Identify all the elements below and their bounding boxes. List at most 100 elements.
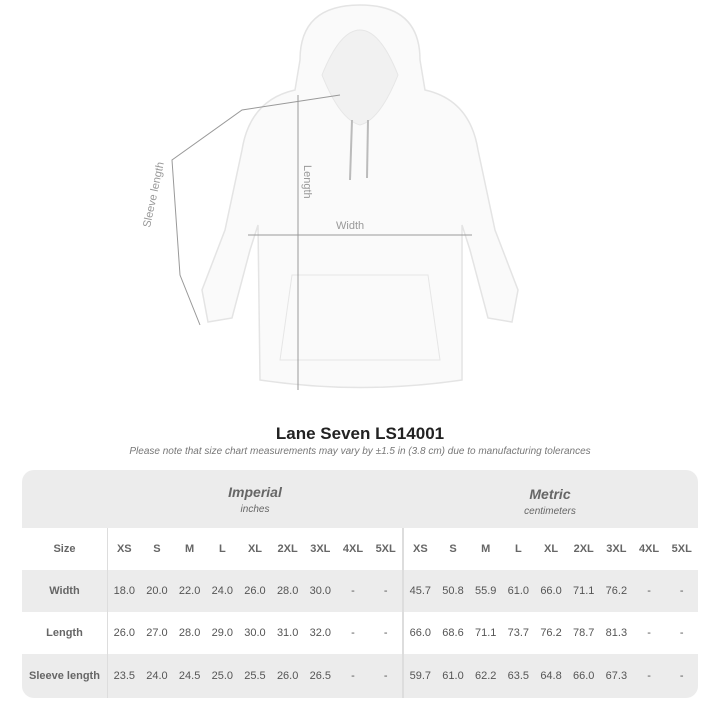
table-cell: - xyxy=(383,627,388,639)
table-cell: 31.0 xyxy=(276,627,299,639)
table-cell: 71.1 xyxy=(572,585,595,597)
size-table: Imperial inches Metric centimeters Size X… xyxy=(22,470,698,698)
table-row: Length 26.0 27.0 28.0 29.0 30.0 31.0 32.0 - - 66.0… xyxy=(22,612,698,654)
size-header-cell: 3XL xyxy=(606,543,627,555)
table-cell: - xyxy=(351,585,355,597)
metric-title: Metric xyxy=(529,486,571,502)
length-label: Length xyxy=(301,165,313,199)
column-divider xyxy=(402,570,404,612)
size-header-cell: 5XL xyxy=(375,543,396,555)
table-cell: - xyxy=(351,627,355,639)
size-header-cell: 2XL xyxy=(573,543,594,555)
size-header-cell: 5XL xyxy=(671,543,692,555)
size-header-cell: S xyxy=(449,543,457,555)
hoodie-diagram: Length Width Sleeve length xyxy=(141,4,519,390)
table-header-band: Imperial inches Metric centimeters xyxy=(22,470,698,528)
table-cell: 24.5 xyxy=(178,670,201,682)
table-cell: 24.0 xyxy=(146,670,168,682)
column-divider xyxy=(402,528,404,570)
table-row: Sleeve length 23.5 24.0 24.5 25.0 25.5 26.0 26.… xyxy=(22,654,698,698)
table-cell: 26.0 xyxy=(113,627,135,639)
table-cell: 68.6 xyxy=(442,627,464,639)
table-row: Width 18.0 20.0 22.0 24.0 26.0 28.0 30.0 - - 45.7 5… xyxy=(22,570,698,612)
sleeve-label: Sleeve length xyxy=(141,161,167,229)
column-divider xyxy=(402,654,404,698)
imperial-group: Imperial inches xyxy=(108,484,402,515)
table-cell: 30.0 xyxy=(244,627,266,639)
table-cell: 55.9 xyxy=(474,585,497,597)
size-header-cell: XL xyxy=(543,543,559,555)
imperial-unit: inches xyxy=(240,504,270,515)
imperial-title: Imperial xyxy=(228,484,282,500)
table-cell: 81.3 xyxy=(605,627,628,639)
table-cell: 66.0 xyxy=(409,627,432,639)
table-cell: 64.8 xyxy=(540,670,562,682)
metric-group: Metric centimeters xyxy=(402,486,698,517)
size-header-cell: XL xyxy=(247,543,262,555)
table-cell: - xyxy=(647,627,651,639)
table-cell: 67.3 xyxy=(605,670,628,682)
hoodie-body xyxy=(201,4,519,389)
table-cell: - xyxy=(679,670,684,682)
table-cell: 23.5 xyxy=(113,670,135,682)
table-cell: 76.2 xyxy=(540,627,562,639)
drawstring-left xyxy=(349,119,353,181)
table-cell: 30.0 xyxy=(309,585,332,597)
table-cell: 61.0 xyxy=(507,585,530,597)
table-cell: 29.0 xyxy=(211,627,234,639)
table-cell: 50.8 xyxy=(442,585,464,597)
size-header-cell: L xyxy=(218,543,226,555)
row-label: Size xyxy=(22,528,108,570)
table-cell: 25.0 xyxy=(211,670,234,682)
table-cell: 20.0 xyxy=(146,585,168,597)
size-header-cell: XS xyxy=(412,543,428,555)
table-cell: - xyxy=(647,585,651,597)
size-header-cell: 3XL xyxy=(310,543,331,555)
table-cell: 59.7 xyxy=(409,670,432,682)
table-cell: - xyxy=(383,670,388,682)
table-cell: 61.0 xyxy=(442,670,464,682)
row-label: Sleeve length xyxy=(22,654,108,698)
column-divider xyxy=(402,612,404,654)
metric-unit: centimeters xyxy=(524,506,576,517)
size-header-cell: L xyxy=(514,543,522,555)
table-cell: - xyxy=(351,670,355,682)
table-cell: 26.5 xyxy=(309,670,332,682)
table-cell: - xyxy=(679,627,684,639)
tolerance-note: Please note that size chart measurements… xyxy=(129,446,591,457)
chart-title: Lane Seven LS14001 xyxy=(275,424,445,443)
table-cell: 27.0 xyxy=(146,627,168,639)
size-header-cell: 4XL xyxy=(638,543,660,555)
size-header-cell: 2XL xyxy=(277,543,298,555)
size-header-cell: M xyxy=(481,543,491,555)
table-cell: 71.1 xyxy=(474,627,497,639)
table-cell: 25.5 xyxy=(244,670,266,682)
size-header-cell: 4XL xyxy=(342,543,364,555)
table-cell: - xyxy=(383,585,388,597)
table-cell: 66.0 xyxy=(540,585,562,597)
pocket xyxy=(279,274,441,361)
table-cell: 32.0 xyxy=(309,627,332,639)
table-cell: 28.0 xyxy=(276,585,299,597)
table-cell: 66.0 xyxy=(572,670,595,682)
table-cell: 28.0 xyxy=(178,627,201,639)
table-cell: 62.2 xyxy=(474,670,497,682)
size-header-cell: M xyxy=(185,543,195,555)
size-header-cell: S xyxy=(153,543,161,555)
table-cell: 76.2 xyxy=(605,585,628,597)
table-cell: 45.7 xyxy=(409,585,432,597)
table-cell: 78.7 xyxy=(572,627,595,639)
row-label: Length xyxy=(22,612,108,654)
size-header-row: Size XS S M L XL 2XL 3XL 4XL 5XL XS S M L XL 2XL 3XL 4XL 5… xyxy=(22,528,698,570)
table-cell: 26.0 xyxy=(244,585,266,597)
table-cell: 26.0 xyxy=(276,670,299,682)
table-cell: - xyxy=(647,670,651,682)
table-cell: - xyxy=(679,585,684,597)
row-label: Width xyxy=(22,570,108,612)
size-header-cell: XS xyxy=(116,543,132,555)
drawstring-right xyxy=(366,119,369,179)
table-cell: 24.0 xyxy=(211,585,234,597)
table-cell: 63.5 xyxy=(507,670,530,682)
hood-opening xyxy=(321,29,399,126)
sleeve-arrow xyxy=(171,94,341,326)
